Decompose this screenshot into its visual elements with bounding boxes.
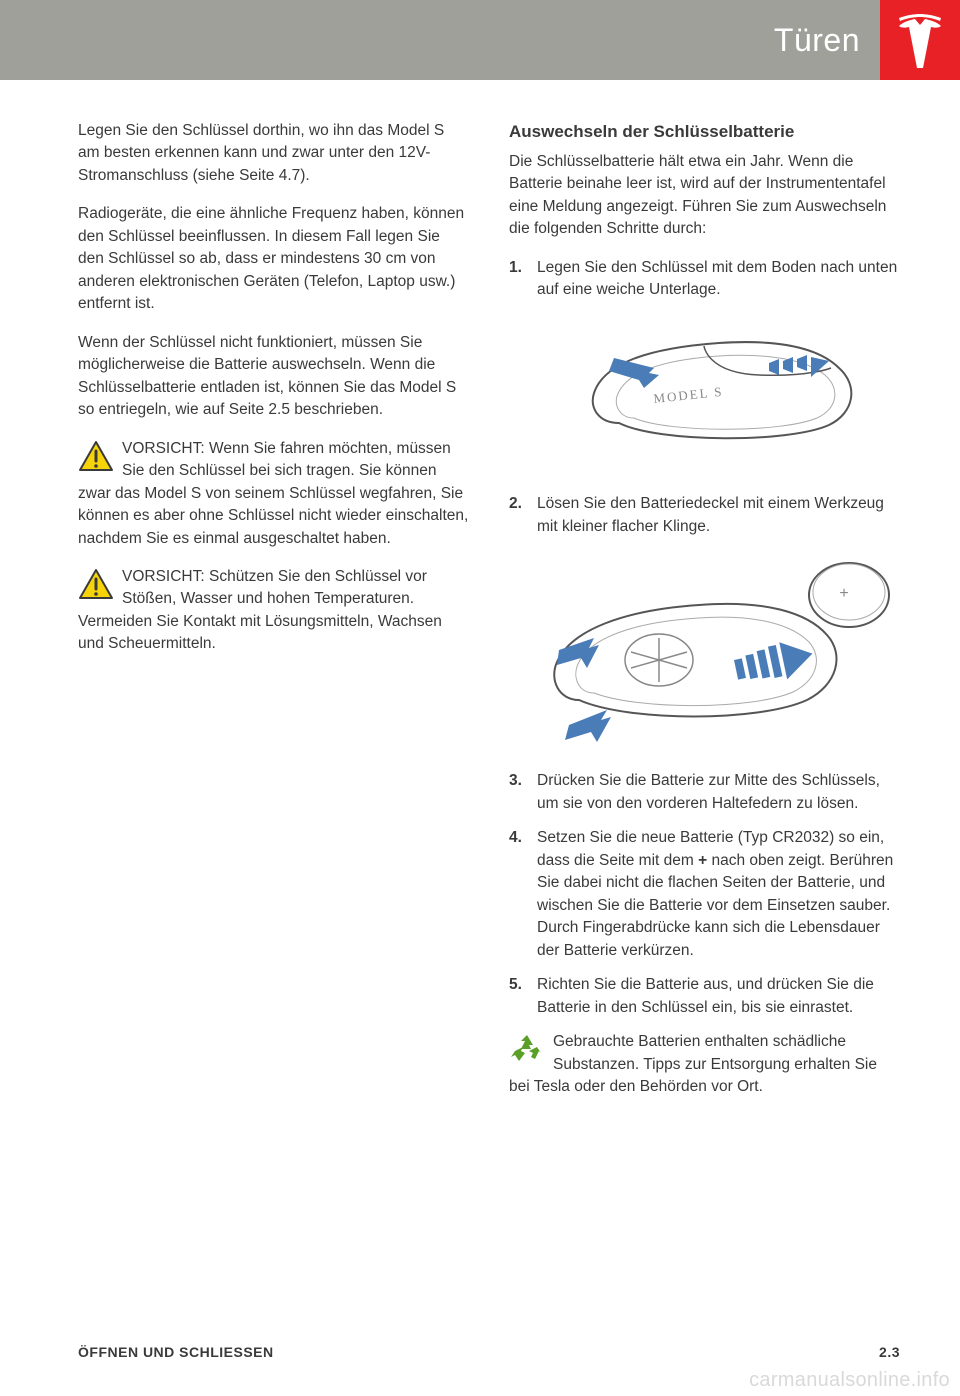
figure-key-top: MODEL S <box>537 313 900 473</box>
section-heading: Auswechseln der Schlüsselbatterie <box>509 120 900 145</box>
caution-text: VORSICHT: Wenn Sie fahren möchten, müsse… <box>78 440 468 547</box>
figure-key-open: + <box>537 550 900 750</box>
content-area: Legen Sie den Schlüssel dorthin, wo ihn … <box>0 80 960 1114</box>
warning-icon <box>78 440 114 472</box>
footer-page-number: 2.3 <box>879 1344 900 1360</box>
paragraph: Legen Sie den Schlüssel dorthin, wo ihn … <box>78 120 469 187</box>
page-title: Türen <box>774 22 860 59</box>
caution-text: VORSICHT: Schützen Sie den Schlüssel vor… <box>78 568 442 652</box>
svg-text:+: + <box>839 585 848 602</box>
warning-icon <box>78 568 114 600</box>
watermark: carmanualsonline.info <box>749 1369 950 1392</box>
recycle-icon <box>509 1033 545 1065</box>
steps-list: Legen Sie den Schlüssel mit dem Boden na… <box>509 257 900 1020</box>
left-column: Legen Sie den Schlüssel dorthin, wo ihn … <box>78 120 469 1114</box>
step-item: Setzen Sie die neue Batterie (Typ CR2032… <box>509 827 900 962</box>
recycle-note: Gebrauchte Batterien enthalten schädlich… <box>509 1031 900 1098</box>
footer-section: ÖFFNEN UND SCHLIESSEN <box>78 1344 274 1360</box>
recycle-text: Gebrauchte Batterien enthalten schädlich… <box>509 1033 877 1095</box>
caution-note: VORSICHT: Schützen Sie den Schlüssel vor… <box>78 566 469 656</box>
paragraph: Radiogeräte, die eine ähnliche Frequenz … <box>78 203 469 315</box>
plus-symbol: + <box>698 852 707 869</box>
step-text: Lösen Sie den Batteriedeckel mit einem W… <box>537 495 884 534</box>
right-column: Auswechseln der Schlüsselbatterie Die Sc… <box>509 120 900 1114</box>
paragraph: Die Schlüsselbatterie hält etwa ein Jahr… <box>509 151 900 241</box>
step-text: Drücken Sie die Batterie zur Mitte des S… <box>537 772 880 811</box>
step-item: Richten Sie die Batterie aus, und drücke… <box>509 974 900 1019</box>
step-item: Lösen Sie den Batteriedeckel mit einem W… <box>509 493 900 750</box>
caution-note: VORSICHT: Wenn Sie fahren möchten, müsse… <box>78 438 469 550</box>
page-footer: ÖFFNEN UND SCHLIESSEN 2.3 <box>78 1344 900 1360</box>
tesla-logo-block <box>880 0 960 80</box>
step-item: Drücken Sie die Batterie zur Mitte des S… <box>509 770 900 815</box>
step-text: Richten Sie die Batterie aus, und drücke… <box>537 976 874 1015</box>
step-text: Legen Sie den Schlüssel mit dem Boden na… <box>537 259 897 298</box>
step-item: Legen Sie den Schlüssel mit dem Boden na… <box>509 257 900 474</box>
page-header: Türen <box>0 0 960 80</box>
tesla-logo-icon <box>895 13 945 68</box>
paragraph: Wenn der Schlüssel nicht funktioniert, m… <box>78 332 469 422</box>
